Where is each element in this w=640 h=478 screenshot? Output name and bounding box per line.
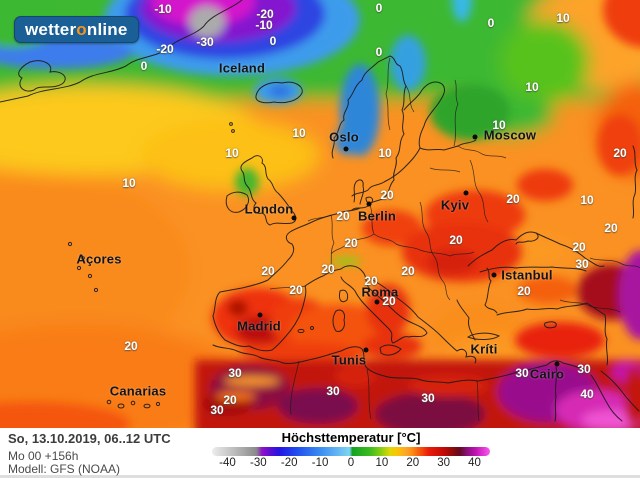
legend-tick: -30	[250, 457, 267, 469]
wetteronline-logo: wetter o nline	[14, 16, 139, 43]
legend-tick: -10	[311, 457, 329, 469]
legend-bar	[212, 447, 490, 456]
temperature-field-broad	[0, 0, 640, 428]
temperature-map: -10 -20 -10 0 -30 -20 0 0 0 0 10 10 10 10 10 10 10 20 20 20…	[0, 0, 640, 428]
legend-tick: 20	[406, 457, 420, 469]
logo-text-o: o	[76, 19, 87, 39]
model-name-label: Modell: GFS (NOAA)	[8, 462, 121, 476]
temperature-field-detail	[0, 0, 640, 428]
legend-tick: -40	[219, 457, 236, 469]
valid-time-label: So, 13.10.2019, 06..12 UTC	[8, 431, 171, 446]
legend-tick: 30	[437, 457, 451, 469]
country-borders	[269, 57, 640, 422]
legend-tick: 10	[375, 457, 389, 469]
legend-ticks: -40 -30 -20 -10 0 10 20 30 40	[212, 457, 490, 471]
legend-tick: 0	[347, 457, 355, 469]
legend-tick: -20	[280, 457, 298, 469]
map-svg	[0, 0, 640, 428]
logo-text-wetter: wetter	[25, 19, 77, 39]
footer-bar: So, 13.10.2019, 06..12 UTC Mo 00 +156h M…	[0, 428, 640, 478]
legend-title: Höchsttemperatur [°C]	[281, 430, 421, 445]
logo-text-nline: nline	[86, 19, 128, 39]
coastlines	[0, 0, 640, 422]
legend-tick: 40	[468, 457, 481, 469]
model-run-label: Mo 00 +156h	[8, 449, 79, 463]
legend: Höchsttemperatur [°C] -40 -30 -20 -10 0 10 20 3…	[212, 428, 490, 478]
